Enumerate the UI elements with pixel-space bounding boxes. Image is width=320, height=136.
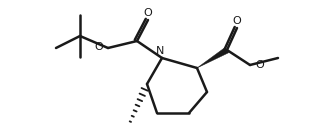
- Text: O: O: [94, 42, 103, 52]
- Polygon shape: [197, 47, 229, 68]
- Text: O: O: [255, 60, 264, 70]
- Text: O: O: [144, 8, 152, 18]
- Text: N: N: [156, 46, 164, 56]
- Text: O: O: [233, 16, 241, 26]
